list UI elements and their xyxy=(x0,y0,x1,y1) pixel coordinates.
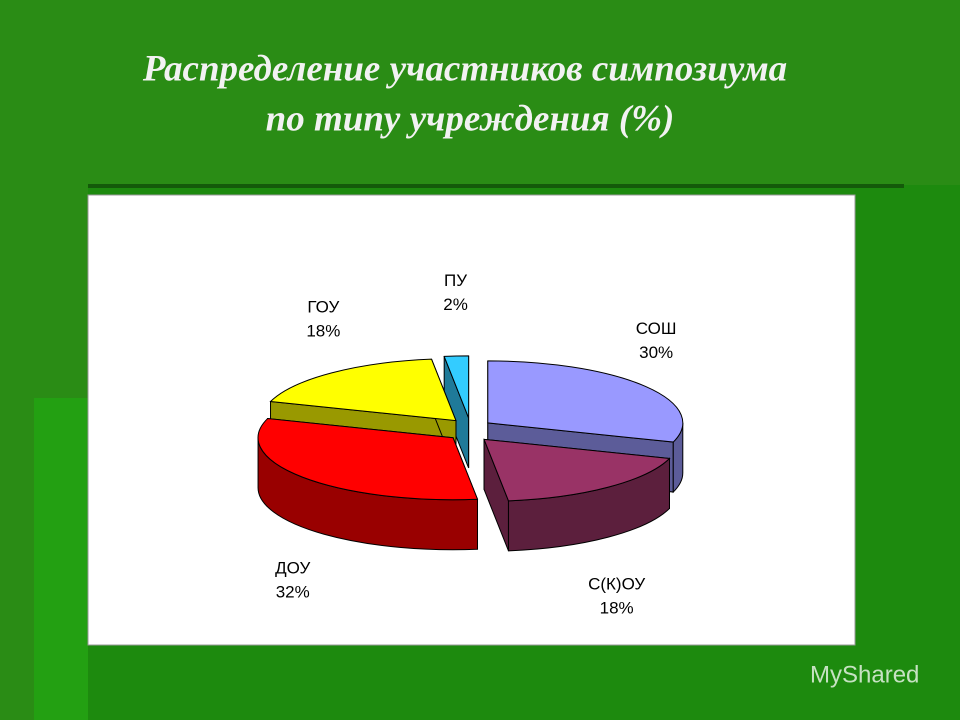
pie-slice xyxy=(443,355,470,469)
slice-top xyxy=(269,358,457,422)
slice-value-label: 18% xyxy=(306,322,340,341)
slice-label: ДОУ xyxy=(275,559,310,578)
slice-value-label: 32% xyxy=(276,583,310,602)
pie: СОШ 30% С(К)ОУ 18% ДОУ 32% ГОУ 18% ПУ 2% xyxy=(257,271,684,617)
slice-label: ГОУ xyxy=(307,298,339,317)
slice-top xyxy=(483,438,671,502)
slice-top xyxy=(257,418,479,501)
slice-label: С(К)ОУ xyxy=(588,574,645,593)
slice-value-label: 18% xyxy=(600,598,634,617)
slice-value-label: 30% xyxy=(639,343,673,362)
slice-value-label: 2% xyxy=(443,295,468,314)
watermark: MyShared xyxy=(810,661,919,688)
plot-area xyxy=(87,194,856,646)
slice-top xyxy=(443,355,470,419)
slice-label: СОШ xyxy=(636,319,677,338)
chart-title: по типу учреждения (%) xyxy=(266,98,675,139)
chart-title: Распределение участников симпозиума xyxy=(142,48,787,89)
slice-top xyxy=(487,360,684,443)
pie-slice xyxy=(483,438,671,552)
slice-label: ПУ xyxy=(444,271,467,290)
pie-slice xyxy=(257,417,479,551)
